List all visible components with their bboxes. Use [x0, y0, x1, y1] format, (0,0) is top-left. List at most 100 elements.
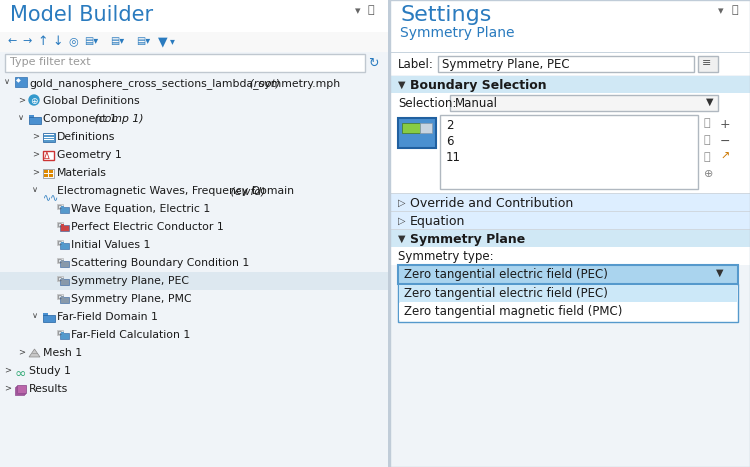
Text: ∞: ∞: [15, 367, 26, 381]
Text: Symmetry Plane: Symmetry Plane: [410, 233, 525, 246]
Text: ↗: ↗: [720, 152, 729, 162]
Bar: [390, 113, 750, 193]
Text: 11: 11: [446, 151, 461, 164]
Text: D: D: [58, 223, 62, 228]
Text: Component 1: Component 1: [43, 114, 117, 124]
Bar: [57, 276, 63, 281]
Text: Δ: Δ: [44, 152, 50, 161]
Text: gold_nanosphere_cross_sections_lambda_symmetry.mph: gold_nanosphere_cross_sections_lambda_sy…: [29, 78, 340, 89]
Bar: [44, 136, 54, 138]
Text: Far-Field Domain 1: Far-Field Domain 1: [57, 312, 158, 322]
Text: (root): (root): [247, 78, 280, 88]
Text: ∿∿: ∿∿: [43, 193, 59, 203]
Bar: [390, 211, 750, 212]
Text: D: D: [58, 241, 62, 246]
Bar: [43, 133, 55, 142]
Text: ∨: ∨: [32, 185, 38, 194]
Polygon shape: [29, 349, 40, 357]
Bar: [43, 315, 55, 322]
Bar: [390, 230, 750, 247]
Bar: [390, 247, 750, 265]
Text: >: >: [32, 167, 39, 176]
Bar: [44, 174, 48, 177]
Bar: [0, 0, 388, 32]
Text: >: >: [18, 347, 25, 356]
Text: ▼: ▼: [398, 234, 406, 244]
Bar: [450, 95, 718, 111]
Text: Symmetry type:: Symmetry type:: [398, 250, 494, 263]
Bar: [398, 284, 738, 322]
Bar: [698, 56, 718, 72]
Text: ⧉: ⧉: [704, 135, 711, 145]
Bar: [44, 170, 48, 173]
Bar: [57, 240, 63, 245]
Bar: [15, 77, 27, 87]
Bar: [390, 193, 750, 194]
Text: 📌: 📌: [732, 5, 739, 15]
Circle shape: [29, 95, 39, 105]
Bar: [402, 123, 420, 133]
Text: Geometry 1: Geometry 1: [57, 150, 122, 160]
Bar: [60, 261, 69, 267]
Text: Far-Field Calculation 1: Far-Field Calculation 1: [71, 330, 190, 340]
Text: ▷: ▷: [398, 216, 406, 226]
Text: Symmetry Plane, PEC: Symmetry Plane, PEC: [442, 58, 570, 71]
Bar: [57, 294, 63, 299]
Bar: [61, 260, 64, 262]
Text: >: >: [32, 131, 39, 140]
Bar: [390, 53, 750, 75]
Bar: [390, 93, 750, 113]
Text: Zero tangential electric field (PEC): Zero tangential electric field (PEC): [404, 287, 608, 300]
Text: ▼: ▼: [706, 97, 713, 107]
Text: ▤▾: ▤▾: [136, 36, 150, 46]
Bar: [60, 225, 69, 231]
Text: ←: ←: [8, 36, 17, 46]
Text: (ewfd): (ewfd): [226, 186, 265, 196]
Bar: [57, 330, 63, 335]
Text: −: −: [720, 135, 730, 148]
Bar: [390, 0, 750, 467]
Bar: [43, 313, 48, 316]
Text: D: D: [58, 205, 62, 210]
Bar: [57, 204, 63, 209]
Text: ⊕: ⊕: [30, 97, 38, 106]
Text: Results: Results: [29, 384, 68, 394]
Bar: [5, 54, 365, 72]
Text: Zero tangential magnetic field (PMC): Zero tangential magnetic field (PMC): [404, 305, 622, 318]
Bar: [390, 0, 750, 467]
Bar: [49, 170, 53, 173]
Bar: [398, 265, 738, 284]
Text: D: D: [58, 259, 62, 264]
Bar: [61, 224, 64, 226]
Bar: [57, 258, 63, 263]
Bar: [44, 134, 54, 135]
Text: ⧉: ⧉: [704, 152, 711, 162]
Text: ▤▾: ▤▾: [110, 36, 125, 46]
Text: Zero tangential electric field (PEC): Zero tangential electric field (PEC): [404, 268, 608, 281]
Text: Boundary Selection: Boundary Selection: [410, 79, 547, 92]
Text: ▾: ▾: [718, 6, 724, 16]
Text: ▼: ▼: [158, 35, 168, 48]
Bar: [0, 0, 388, 467]
Bar: [44, 139, 54, 140]
Bar: [15, 387, 24, 395]
Bar: [29, 115, 34, 118]
Text: ↑: ↑: [37, 35, 47, 48]
Text: ▾: ▾: [170, 36, 175, 46]
Text: ▤▾: ▤▾: [84, 36, 98, 46]
Text: ↻: ↻: [368, 57, 379, 70]
Text: ⊕: ⊕: [704, 169, 713, 179]
Text: ◆: ◆: [16, 78, 21, 83]
Bar: [390, 212, 750, 229]
Text: Override and Contribution: Override and Contribution: [410, 197, 573, 210]
Text: >: >: [18, 95, 25, 104]
Text: ↓: ↓: [52, 35, 62, 48]
Bar: [60, 207, 69, 213]
Bar: [60, 279, 69, 285]
Text: Symmetry Plane: Symmetry Plane: [400, 26, 514, 40]
Text: ∨: ∨: [18, 113, 24, 122]
Text: Materials: Materials: [57, 168, 106, 178]
Text: ⛓: ⛓: [704, 118, 711, 128]
Bar: [390, 0, 750, 55]
Text: Type filter text: Type filter text: [10, 57, 91, 67]
